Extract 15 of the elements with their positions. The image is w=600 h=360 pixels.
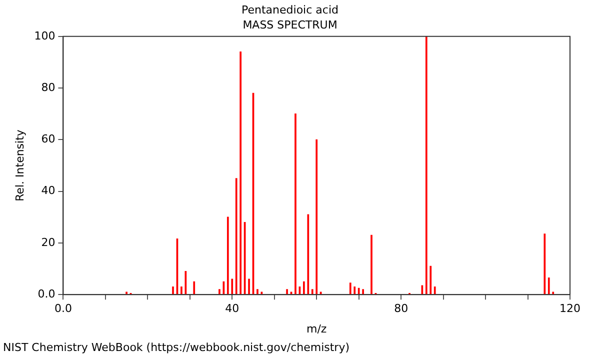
x-tick-label: 40 [225, 302, 240, 316]
text: NIST Chemistry WebBook (https://webbook.nist.gov/chemistry) [2, 340, 350, 356]
chart-title: Pentanedioic acid [242, 3, 338, 16]
y-tick-label: 80 [41, 80, 56, 94]
y-tick-label: 100 [34, 29, 56, 42]
y-tick-label: 0.0 [38, 287, 56, 300]
x-tick-label: 0.0 [54, 302, 72, 316]
y-tick-label: 40 [41, 184, 56, 198]
chart-subtitle: MASS SPECTRUM [242, 18, 338, 32]
x-tick-label: 80 [394, 302, 408, 316]
x-tick-label: 120 [560, 302, 580, 316]
y-tick-label: 20 [41, 236, 56, 249]
y-axis-title: Rel. Intensity [13, 129, 26, 202]
y-tick-label: 60 [41, 132, 56, 146]
x-axis-title: m/z [306, 322, 327, 336]
